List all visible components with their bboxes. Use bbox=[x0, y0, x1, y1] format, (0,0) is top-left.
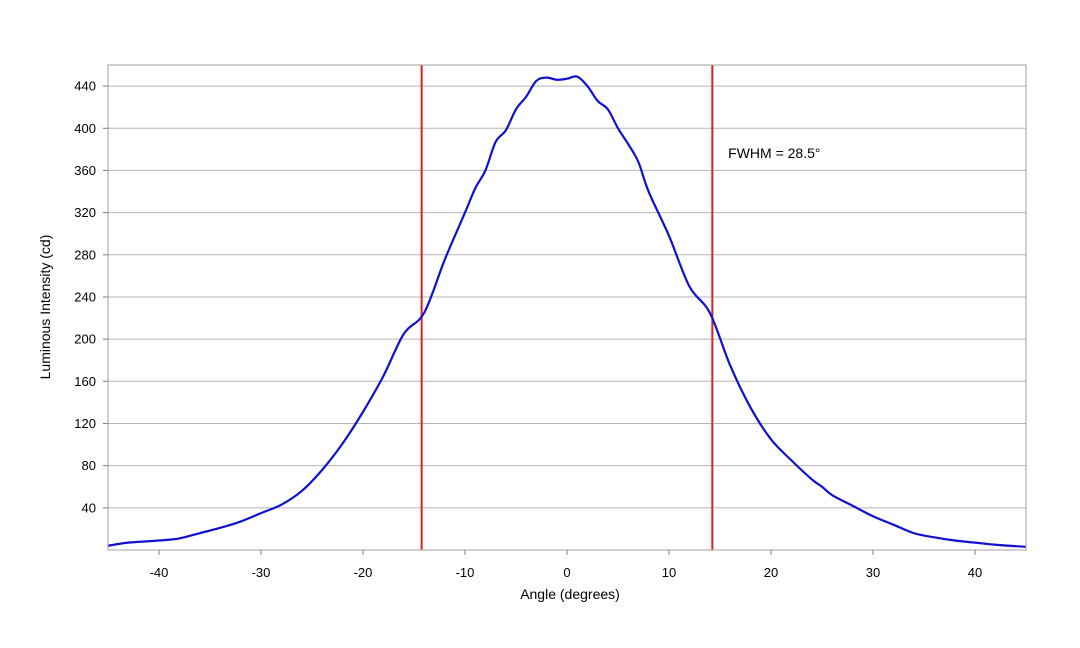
y-tick-label: 120 bbox=[74, 416, 96, 431]
x-axis-ticks: -40 -30 -20 -10 0 10 20 30 40 bbox=[150, 550, 982, 580]
x-tick-label: 10 bbox=[662, 565, 676, 580]
x-tick-label: -10 bbox=[456, 565, 475, 580]
intensity-curve bbox=[107, 75, 1027, 548]
x-axis-label: Angle (degrees) bbox=[520, 586, 620, 602]
y-tick-label: 80 bbox=[82, 458, 96, 473]
x-tick-label: 40 bbox=[968, 565, 982, 580]
plot-area bbox=[108, 65, 1026, 550]
annotations: FWHM = 28.5° bbox=[728, 145, 820, 161]
y-axis-label: Luminous Intensity (cd) bbox=[37, 235, 53, 380]
y-tick-label: 280 bbox=[74, 247, 96, 262]
y-tick-label: 320 bbox=[74, 205, 96, 220]
x-tick-label: -20 bbox=[354, 565, 373, 580]
y-tick-label: 360 bbox=[74, 163, 96, 178]
y-tick-label: 200 bbox=[74, 332, 96, 347]
x-tick-label: 0 bbox=[563, 565, 570, 580]
y-tick-label: 400 bbox=[74, 121, 96, 136]
x-tick-label: 30 bbox=[866, 565, 880, 580]
grid-lines bbox=[108, 85, 1026, 509]
x-tick-label: -40 bbox=[150, 565, 169, 580]
series-layer bbox=[107, 75, 1027, 548]
y-tick-label: 440 bbox=[74, 79, 96, 94]
y-axis-ticks: 40 80 120 160 200 240 280 320 360 400 440 bbox=[74, 79, 108, 515]
fwhm-lines bbox=[420, 65, 714, 550]
y-tick-label: 240 bbox=[74, 289, 96, 304]
x-tick-label: -30 bbox=[252, 565, 271, 580]
x-tick-label: 20 bbox=[764, 565, 778, 580]
y-tick-label: 160 bbox=[74, 374, 96, 389]
y-tick-label: 40 bbox=[82, 500, 96, 515]
fwhm-annotation: FWHM = 28.5° bbox=[728, 145, 820, 161]
